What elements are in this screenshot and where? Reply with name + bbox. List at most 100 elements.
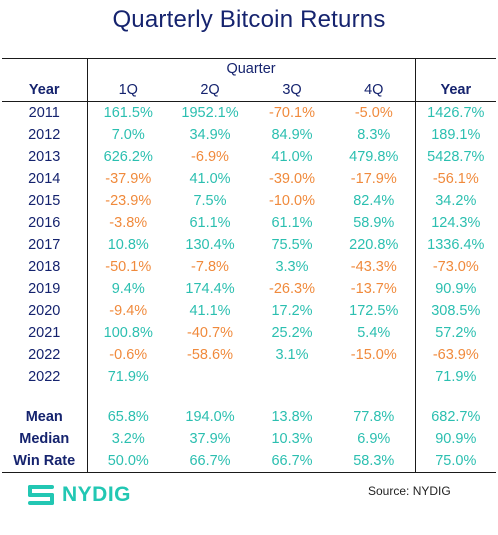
table-row: 2022 -0.6% -58.6% 3.1% -15.0% -63.9% — [2, 344, 497, 366]
annual-return-cell: 1426.7% — [414, 101, 497, 124]
quarter-return-cell: 174.4% — [185, 281, 235, 297]
annual-return-cell: 1336.4% — [414, 234, 497, 256]
summary-cell: 6.9% — [357, 431, 391, 447]
quarter-return-cell: -3.8% — [86, 212, 169, 234]
quarter-return-cell: 61.1% — [271, 215, 313, 231]
quarter-return-cell: 479.8% — [349, 149, 399, 165]
quarter-return-cell: -13.7% — [350, 281, 397, 297]
quarter-return-cell: 100.8% — [86, 322, 169, 344]
quarter-return-cell: -5.0% — [354, 105, 393, 121]
nydig-logo-icon — [28, 485, 54, 505]
summary-cell: 66.7% — [169, 450, 251, 473]
row-year-label: 2011 — [28, 105, 60, 121]
summary-label: Win Rate — [2, 450, 87, 473]
quarter-return-cell: -15.0% — [350, 347, 397, 363]
summary-cell: 75.0% — [414, 450, 497, 473]
summary-cell: 682.7% — [414, 406, 497, 428]
table-row: 2020 -9.4% 41.1% 17.2% 172.5% 308.5% — [2, 300, 497, 322]
quarter-return-cell: 75.5% — [271, 237, 313, 253]
table-row: 2011 161.5% 1952.1% -70.1% -5.0% 1426.7% — [2, 101, 497, 124]
summary-cell: 194.0% — [185, 409, 235, 425]
returns-table: Quarter Year 1Q 2Q 3Q 4Q Year 2011 161.5%… — [2, 58, 497, 473]
summary-cell: 77.8% — [353, 409, 395, 425]
header-row: Year 1Q 2Q 3Q 4Q Year — [2, 79, 497, 102]
quarter-return-cell: 71.9% — [86, 366, 169, 388]
quarter-return-cell: -39.0% — [269, 171, 315, 187]
quarter-return-cell: -23.9% — [86, 190, 169, 212]
table-row: 2021 100.8% -40.7% 25.2% 5.4% 57.2% — [2, 322, 497, 344]
table-row: 2014 -37.9% 41.0% -39.0% -17.9% -56.1% — [2, 168, 497, 190]
quarter-return-cell: 1952.1% — [181, 105, 239, 121]
row-year-label: 2015 — [28, 193, 61, 209]
summary-cell: 58.3% — [333, 450, 416, 473]
quarter-return-cell: 10.8% — [86, 234, 169, 256]
quarter-return-cell: -43.3% — [350, 259, 397, 275]
chart-title: Quarterly Bitcoin Returns — [112, 6, 386, 33]
annual-return-cell: -56.1% — [414, 168, 497, 190]
row-year-label: 2022 — [28, 369, 61, 385]
logo-text: NYDIG — [62, 483, 132, 506]
quarter-return-cell: -7.8% — [191, 259, 229, 275]
summary-cell: 3.2% — [86, 428, 169, 450]
row-year-label: 2013 — [28, 149, 61, 165]
quarter-return-cell: -40.7% — [187, 325, 233, 341]
quarter-return-cell: 8.3% — [357, 127, 391, 143]
quarter-return-cell: -17.9% — [350, 171, 397, 187]
quarter-return-cell: -58.6% — [187, 347, 233, 363]
table-row: 2022 71.9% 71.9% — [2, 366, 497, 388]
annual-return-cell: -63.9% — [414, 344, 497, 366]
quarter-return-cell: 34.9% — [189, 127, 231, 143]
year-column-header: Year — [2, 79, 87, 102]
summary-cell: 50.0% — [86, 450, 169, 473]
quarter-return-cell — [251, 366, 333, 388]
row-year-label: 2020 — [28, 303, 61, 319]
quarter-header: 1Q — [86, 79, 169, 102]
summary-label: Mean — [25, 409, 63, 425]
summary-cell: 90.9% — [414, 428, 497, 450]
quarter-return-cell: 41.0% — [189, 171, 231, 187]
quarter-return-cell: 7.5% — [193, 193, 227, 209]
table-row: 2017 10.8% 130.4% 75.5% 220.8% 1336.4% — [2, 234, 497, 256]
quarter-return-cell: 41.1% — [189, 303, 231, 319]
row-year-label: 2016 — [28, 215, 61, 231]
quarter-return-cell — [169, 366, 251, 388]
quarter-return-cell: 161.5% — [86, 101, 169, 124]
nydig-logo: NYDIG — [26, 482, 131, 508]
quarter-header: 4Q — [333, 79, 416, 102]
summary-cell: 66.7% — [251, 450, 333, 473]
quarter-return-cell: 172.5% — [349, 303, 399, 319]
annual-return-cell: 189.1% — [414, 124, 497, 146]
header-row-group: Quarter — [2, 58, 497, 79]
annual-return-cell: 308.5% — [414, 300, 497, 322]
quarter-return-cell: 3.3% — [275, 259, 309, 275]
quarter-return-cell: 41.0% — [271, 149, 313, 165]
table-row: 2012 7.0% 34.9% 84.9% 8.3% 189.1% — [2, 124, 497, 146]
summary-cell: 10.3% — [271, 431, 313, 447]
quarter-return-cell: -6.9% — [191, 149, 229, 165]
quarter-return-cell: -9.4% — [86, 300, 169, 322]
row-year-label: 2014 — [28, 171, 61, 187]
spacer-row — [2, 388, 497, 406]
row-year-label: 2018 — [28, 259, 61, 275]
annual-return-cell: 90.9% — [414, 278, 497, 300]
quarter-return-cell: 9.4% — [86, 278, 169, 300]
summary-row: Win Rate 50.0% 66.7% 66.7% 58.3% 75.0% — [2, 450, 497, 473]
annual-return-cell: 124.3% — [414, 212, 497, 234]
quarter-return-cell: 17.2% — [271, 303, 313, 319]
quarter-return-cell: 58.9% — [353, 215, 395, 231]
quarter-return-cell: -70.1% — [269, 105, 315, 121]
row-year-label: 2022 — [28, 347, 61, 363]
quarter-return-cell: 130.4% — [185, 237, 235, 253]
quarter-header: 2Q — [169, 79, 251, 102]
quarter-return-cell: 61.1% — [189, 215, 231, 231]
quarter-return-cell: 25.2% — [271, 325, 313, 341]
quarter-return-cell: -50.1% — [86, 256, 169, 278]
summary-row: Median 3.2% 37.9% 10.3% 6.9% 90.9% — [2, 428, 497, 450]
summary-cell: 65.8% — [86, 406, 169, 428]
table-row: 2015 -23.9% 7.5% -10.0% 82.4% 34.2% — [2, 190, 497, 212]
quarter-return-cell: 7.0% — [86, 124, 169, 146]
quarter-return-cell: -0.6% — [86, 344, 169, 366]
quarter-return-cell: 220.8% — [349, 237, 399, 253]
table-row: 2018 -50.1% -7.8% 3.3% -43.3% -73.0% — [2, 256, 497, 278]
annual-return-cell: 71.9% — [414, 366, 497, 388]
